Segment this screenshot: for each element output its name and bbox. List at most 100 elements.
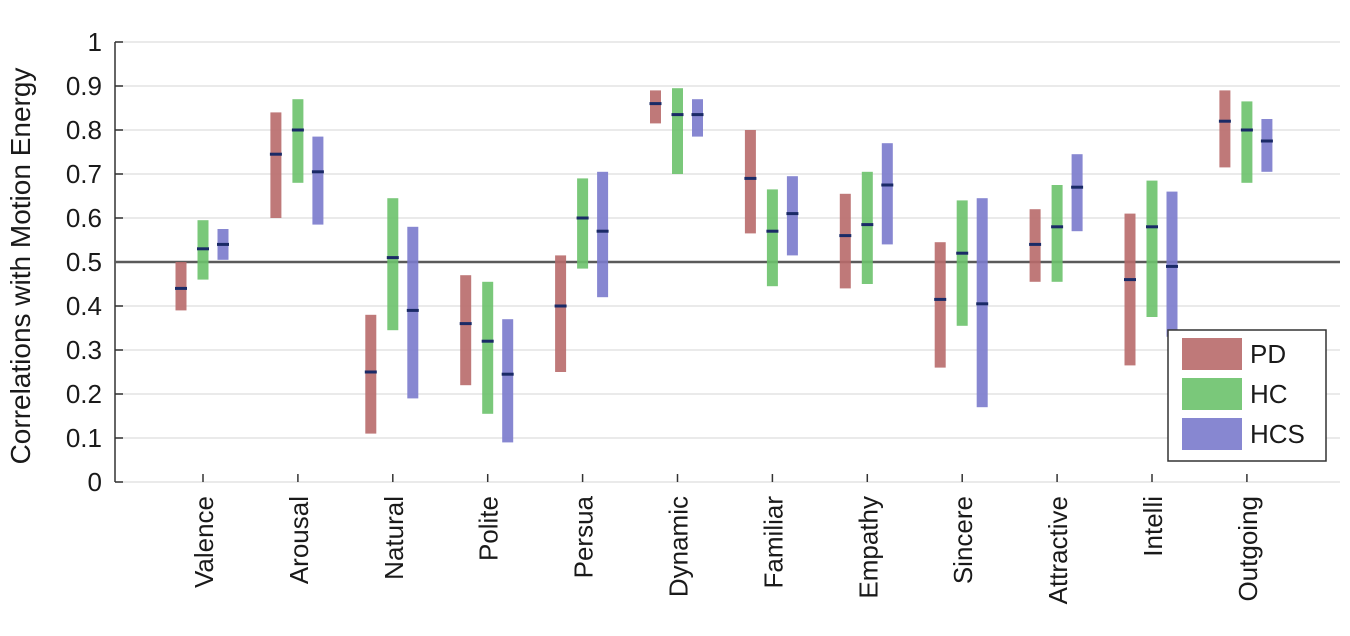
mean-marker [554,304,567,308]
mean-marker [1218,119,1231,123]
mean-marker [364,370,377,374]
mean-marker [175,286,187,290]
mean-marker [839,234,852,238]
mean-marker [1146,225,1158,229]
mean-marker [1240,128,1253,132]
mean-marker [386,256,399,260]
mean-marker [691,113,704,117]
error-bar [1166,191,1178,337]
mean-marker [197,247,209,251]
error-bar [502,319,514,443]
mean-marker [406,308,419,312]
error-bar [365,314,377,434]
error-bar [1146,180,1158,317]
error-bar [744,130,756,234]
mean-marker [649,102,662,106]
mean-marker [881,183,894,187]
mean-marker [596,229,609,233]
error-bar [1241,101,1253,183]
error-bar [861,171,873,284]
error-bar [956,200,968,326]
mean-marker [481,339,494,343]
error-bar [555,255,567,372]
x-tick-label: Valence [189,496,219,588]
y-axis-label: Correlations with Motion Energy [5,68,36,465]
x-tick-label: Natural [379,496,409,580]
mean-marker [576,216,589,220]
legend-label: HCS [1250,419,1305,449]
x-tick-label: Attractive [1043,496,1073,604]
mean-marker [766,229,779,233]
y-tick-label: 0 [88,467,102,497]
error-bar [650,90,661,124]
x-tick-labels: Valence Arousal Natural Polite Persua Dynamic… [189,495,1263,604]
error-bars [175,88,1273,443]
y-tick-label: 0.1 [66,423,102,453]
y-tick-label: 1 [88,27,102,57]
error-bar [692,99,703,137]
y-tick-label: 0.9 [66,71,102,101]
error-bar [1051,185,1063,282]
error-bar [881,143,893,245]
error-bar [292,99,304,183]
x-tick-label: Arousal [284,496,314,584]
mean-marker [934,297,947,301]
error-bar [839,193,851,289]
error-bar [312,136,324,225]
legend: PD HC HCS [1167,329,1327,462]
mean-marker [501,372,514,376]
y-tick-label: 0.4 [66,291,102,321]
error-bar [786,176,798,256]
mean-marker [269,152,282,156]
error-bar [1261,119,1273,172]
legend-swatch [1182,338,1242,370]
error-bar [672,88,683,174]
x-tick-label: Outgoing [1233,496,1263,602]
error-bar [387,198,399,331]
x-tick-label: Sincere [948,496,978,584]
error-bar [577,178,589,269]
error-bar [1071,154,1083,232]
mean-marker [671,113,684,117]
y-tick-label: 0.3 [66,335,102,365]
legend-label: PD [1250,339,1286,369]
error-bar [407,226,419,399]
error-bar [175,262,187,311]
error-bar [270,112,282,218]
y-tick-label: 0.6 [66,203,102,233]
error-bar [1219,90,1231,168]
mean-marker [1260,139,1273,143]
mean-marker [1051,225,1064,229]
x-tick-label: Persua [569,495,599,578]
mean-marker [744,176,757,180]
y-tick-label: 0.5 [66,247,102,277]
x-tick-label: Intelli [1138,496,1168,557]
mean-marker [861,223,874,227]
y-tick-label: 0.8 [66,115,102,145]
x-tick-label: Dynamic [664,496,694,597]
mean-marker [1124,278,1136,282]
x-tick-label: Familiar [758,496,788,589]
y-tick-label: 0.2 [66,379,102,409]
mean-marker [311,170,324,174]
error-bar [482,281,494,414]
mean-marker [1166,264,1178,268]
error-bar [766,189,778,287]
mean-marker [976,302,989,306]
mean-marker [786,212,799,216]
mean-marker [1029,242,1042,246]
legend-swatch [1182,378,1242,410]
error-bar [597,171,609,298]
legend-swatch [1182,418,1242,450]
y-tick-labels: 0 0.1 0.2 0.3 0.4 0.5 0.6 0.7 0.8 0.9 1 [66,27,102,497]
y-tick-label: 0.7 [66,159,102,189]
mean-marker [217,242,229,246]
error-bar [934,242,946,368]
mean-marker [459,322,472,326]
x-tick-label: Empathy [853,496,883,599]
legend-label: HC [1250,379,1288,409]
error-bar [1124,213,1136,366]
mean-marker [956,251,969,255]
mean-marker [291,128,304,132]
